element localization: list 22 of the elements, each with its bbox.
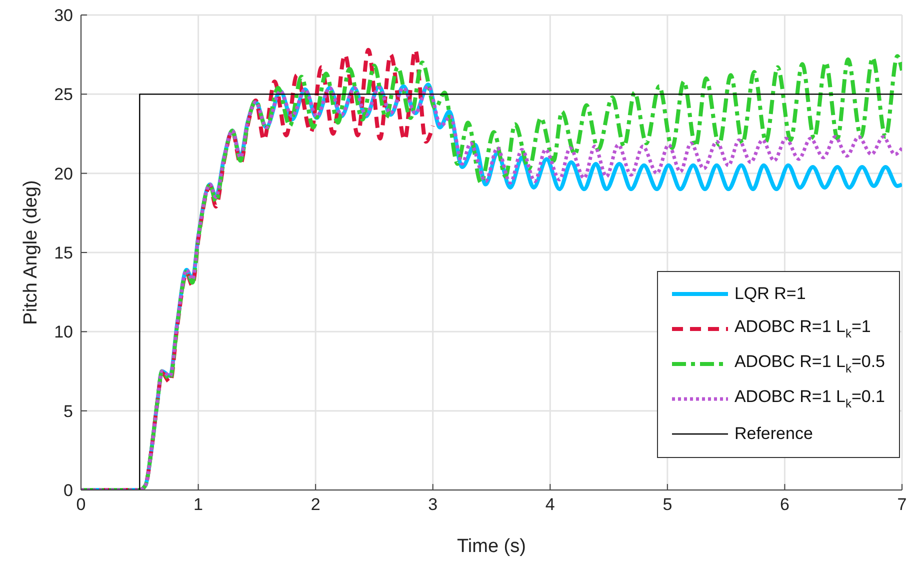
legend-label: LQR R=1	[734, 284, 806, 304]
x-tick-label: 2	[310, 495, 320, 514]
y-tick-label: 20	[54, 164, 73, 184]
y-tick-label: 0	[64, 481, 73, 500]
y-tick-label: 25	[54, 85, 73, 104]
x-tick-label: 3	[428, 495, 438, 514]
y-tick-label: 10	[54, 322, 73, 342]
x-tick-label: 7	[897, 495, 907, 514]
y-axis-title: Pitch Angle (deg)	[20, 180, 42, 325]
x-tick-label: 6	[780, 495, 790, 514]
x-tick-label: 4	[545, 495, 555, 514]
legend-label: Reference	[734, 424, 813, 444]
legend-label: ADOBC R=1 L$_{k}$=0.5	[734, 352, 885, 376]
y-tick-label: 5	[64, 402, 73, 421]
y-tick-label: 15	[54, 244, 73, 263]
x-tick-label: 0	[76, 495, 86, 514]
legend-label: ADOBC R=1 L$_{k}$=0.1	[734, 386, 885, 410]
x-axis-title: Time (s)	[457, 536, 526, 557]
x-tick-label: 5	[662, 495, 672, 514]
x-tick-label: 1	[194, 495, 204, 514]
legend-label: ADOBC R=1 L$_{k}$=1	[734, 316, 871, 340]
y-tick-label: 30	[54, 6, 73, 26]
